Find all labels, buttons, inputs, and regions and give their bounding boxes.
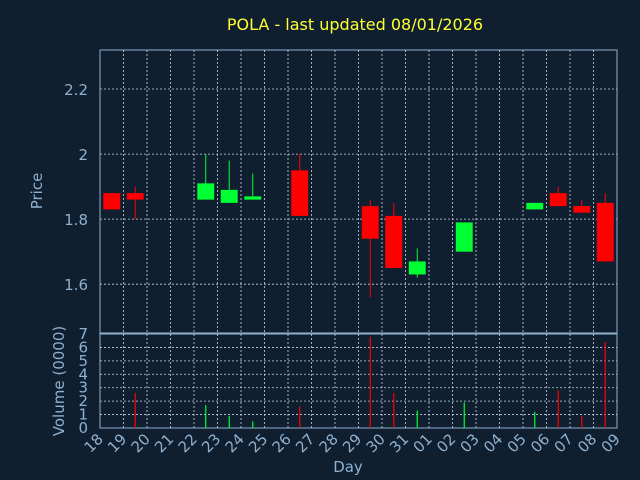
day-tick-label: 29 — [339, 430, 365, 456]
volume-tick-label: 5 — [78, 352, 88, 370]
day-tick-label: 06 — [527, 430, 553, 456]
day-tick-label: 30 — [363, 430, 389, 456]
price-tick-labels: 1.6 1.8 2 2.2 — [64, 81, 88, 294]
day-tick-label: 08 — [574, 430, 600, 456]
candle-body — [103, 193, 121, 210]
volume-axis-label: Volume (0000) — [50, 326, 68, 436]
price-tick-label: 1.6 — [64, 276, 88, 294]
volume-tick-label: 1 — [78, 406, 88, 424]
price-tick-label: 2 — [78, 146, 88, 164]
price-tick-label: 2.2 — [64, 81, 88, 99]
candle-body — [596, 202, 614, 262]
volume-tick-label: 6 — [78, 338, 88, 356]
day-tick-label: 03 — [457, 430, 483, 456]
candles — [103, 154, 614, 298]
day-tick-label: 21 — [151, 430, 177, 456]
day-tick-label: 02 — [433, 430, 459, 456]
day-tick-label: 05 — [504, 430, 530, 456]
volume-tick-label: 7 — [78, 325, 88, 343]
candle-body — [526, 202, 544, 210]
day-tick-label: 31 — [386, 430, 412, 456]
day-tick-label: 28 — [316, 430, 342, 456]
day-tick-label: 27 — [292, 430, 318, 456]
candle-body — [197, 183, 215, 200]
chart-title: POLA - last updated 08/01/2026 — [227, 15, 483, 34]
volume-tick-label: 2 — [78, 392, 88, 410]
day-tick-label: 22 — [175, 430, 201, 456]
candle-body — [549, 193, 567, 207]
volume-tick-label: 0 — [78, 419, 88, 437]
price-axis-label: Price — [28, 173, 46, 210]
volume-tick-label: 4 — [78, 365, 88, 383]
candle-body — [126, 193, 144, 200]
day-tick-label: 24 — [222, 430, 248, 456]
day-tick-label: 04 — [480, 430, 506, 456]
day-axis-label: Day — [333, 458, 363, 476]
day-tick-label: 20 — [128, 430, 154, 456]
candle-body — [455, 222, 473, 252]
day-tick-label: 25 — [245, 430, 271, 456]
candle-body — [408, 261, 426, 275]
day-tick-label: 19 — [104, 430, 130, 456]
candle-body — [385, 215, 403, 268]
candle-body — [220, 189, 238, 203]
day-tick-labels: 1819202122232425262728293031010203040506… — [81, 430, 624, 456]
day-tick-label: 23 — [198, 430, 224, 456]
candle-body — [291, 170, 309, 216]
volume-tick-label: 3 — [78, 379, 88, 397]
price-tick-label: 1.8 — [64, 211, 88, 229]
candle-body — [573, 206, 591, 213]
candle-body — [361, 206, 379, 239]
volume-grid — [99, 333, 618, 429]
volume-bars — [134, 336, 606, 428]
day-tick-label: 01 — [410, 430, 436, 456]
volume-panel-frame — [99, 333, 618, 429]
candle-body — [244, 196, 262, 200]
price-grid — [99, 49, 618, 334]
day-tick-label: 07 — [551, 430, 577, 456]
day-tick-label: 09 — [598, 430, 624, 456]
day-tick-label: 26 — [269, 430, 295, 456]
